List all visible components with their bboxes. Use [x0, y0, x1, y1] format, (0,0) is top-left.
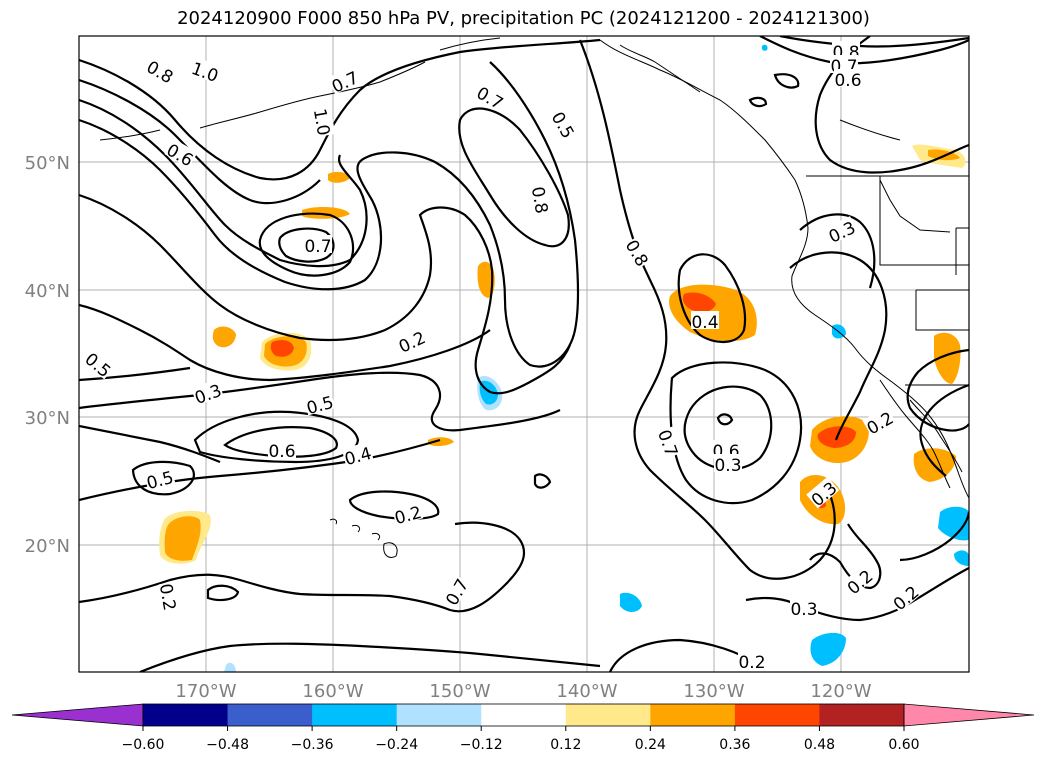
lat-label-30n: 30°N: [25, 408, 70, 429]
map-frame: [78, 35, 970, 673]
lon-label-160w: 160°W: [302, 681, 363, 702]
contour-label: 1.0: [309, 107, 333, 137]
lon-label-120w: 120°W: [810, 681, 871, 702]
lat-label-50n: 50°N: [25, 153, 70, 174]
colorbar-extend-low: [11, 703, 144, 727]
negative-shading: [224, 44, 969, 672]
contour-label: 0.3: [714, 456, 741, 476]
pv-contours-inner: [258, 212, 355, 277]
colorbar: [11, 703, 1035, 727]
precip-patch-35n-117w: [934, 332, 961, 384]
precip-patch-hawaii-west-core: [164, 516, 201, 561]
alaska-coast: [439, 37, 701, 93]
canada-interior: [839, 119, 951, 233]
latitude-labels: 50°N 40°N 30°N 20°N: [25, 153, 70, 557]
colorbar-segment: [565, 704, 651, 726]
pv-contours: [79, 36, 969, 672]
contour-label: 0.6: [834, 71, 861, 91]
contour-label: 0.4: [691, 313, 718, 333]
contour-label: 0.3: [790, 600, 817, 620]
precip-patch-48n-160w: [302, 206, 350, 219]
aleutians: [99, 61, 426, 141]
map-title: 2024120900 F000 850 hPa PV, precipitatio…: [177, 8, 870, 29]
colorbar-tick-label: −0.24: [375, 737, 418, 753]
colorbar-ticks: −0.60 −0.48 −0.36 −0.24 −0.12 0.12 0.24 0.36 0.4…: [122, 726, 920, 753]
colorbar-tick-label: −0.48: [206, 737, 249, 753]
colorbar-segment: [396, 704, 482, 726]
colorbar-tick-label: 0.24: [635, 737, 666, 753]
lon-label-130w: 130°W: [683, 681, 744, 702]
colorbar-segment: [227, 704, 313, 726]
lat-label-20n: 20°N: [25, 536, 70, 557]
colorbar-extend-high: [903, 703, 1035, 727]
contour-label: 0.8: [527, 185, 551, 215]
colorbar-tick-label: 0.60: [888, 737, 919, 753]
colorbar-tick-label: −0.12: [460, 737, 503, 753]
hawaii: [329, 518, 398, 558]
colorbar-segment: [734, 704, 820, 726]
precip-patch-41n-149w: [477, 261, 495, 298]
contour-label: 0.7: [304, 237, 331, 257]
lon-label-150w: 150°W: [429, 681, 490, 702]
contour-label: 0.6: [268, 442, 295, 462]
neg-patch-21n-111w: [938, 506, 969, 541]
precip-patch-36n-170w: [212, 326, 236, 348]
colorbar-segment: [312, 704, 398, 726]
lon-label-140w: 140°W: [556, 681, 617, 702]
colorbar-segment: [650, 704, 736, 726]
gridlines: [79, 36, 969, 672]
colorbar-tick-label: 0.36: [719, 737, 750, 753]
colorbar-segment: [819, 704, 905, 726]
colorbar-tick-label: −0.60: [122, 737, 165, 753]
colorbar-tick-label: 0.48: [804, 737, 835, 753]
colorbar-tick-label: −0.36: [291, 737, 334, 753]
colorbar-tick-label: 0.12: [550, 737, 581, 753]
colorbar-segment: [143, 704, 229, 726]
neg-patch-15n-143w: [620, 592, 642, 612]
neg-patch-12n-121w: [810, 632, 846, 666]
colorbar-segment: [481, 704, 567, 726]
map-area: [79, 36, 969, 672]
lon-label-170w: 170°W: [175, 681, 236, 702]
us-states: [879, 176, 969, 386]
contour-label: 0.2: [155, 582, 179, 612]
longitude-labels: 170°W 160°W 150°W 140°W 130°W 120°W: [175, 681, 871, 702]
baja-coast: [879, 379, 951, 489]
lat-label-40n: 40°N: [25, 281, 70, 302]
precip-patch-49n-159w: [328, 171, 350, 183]
contour-label: 0.2: [738, 653, 765, 673]
precip-patch-28n-152w: [428, 437, 454, 447]
gulf-of-california: [909, 399, 963, 473]
